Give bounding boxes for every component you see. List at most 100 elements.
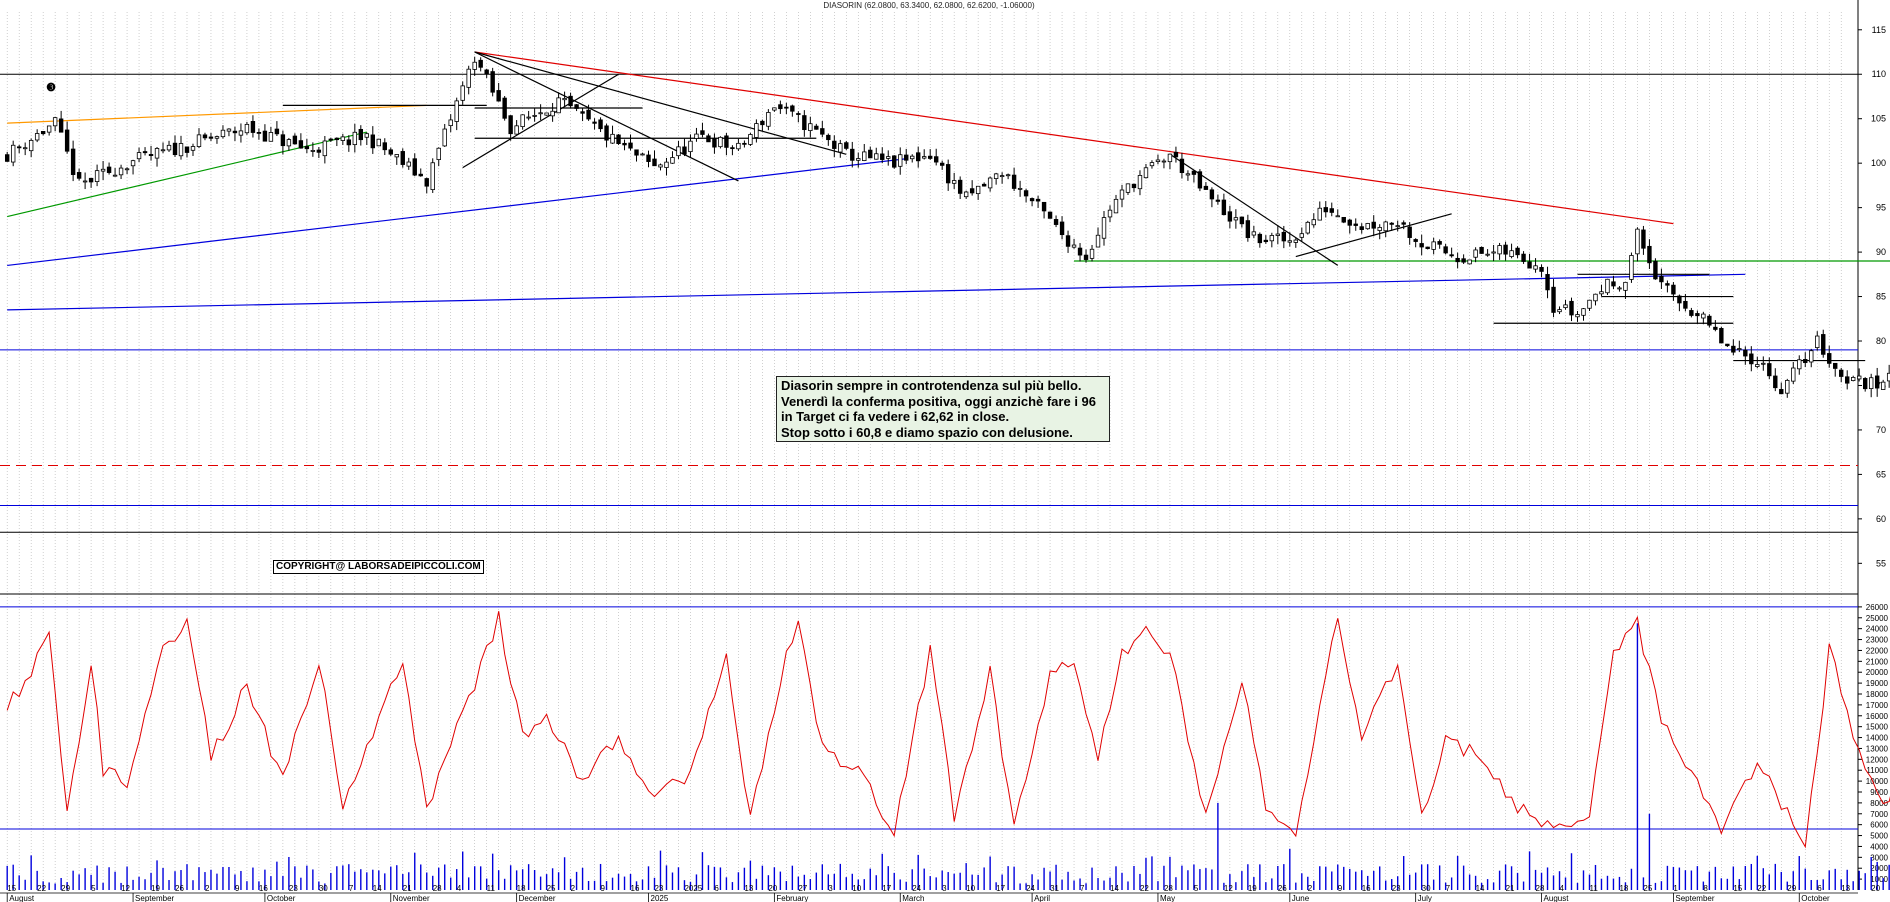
copyright-label: COPYRIGHT@ LABORSADEIPICCOLI.COM bbox=[273, 560, 484, 574]
candle-body bbox=[1305, 221, 1310, 234]
candle bbox=[1227, 205, 1233, 229]
candle bbox=[886, 150, 891, 166]
candle-body bbox=[694, 133, 699, 139]
x-tick-label: 9 bbox=[601, 884, 606, 893]
x-tick-label: 18 bbox=[517, 884, 526, 893]
x-tick-label: 28 bbox=[433, 884, 442, 893]
candle bbox=[1263, 235, 1269, 244]
candle bbox=[796, 111, 801, 123]
candle-body bbox=[1407, 226, 1412, 238]
candle-body bbox=[1671, 284, 1676, 295]
month-label: October bbox=[1801, 894, 1830, 902]
candle-body bbox=[1329, 208, 1334, 213]
candle bbox=[1173, 146, 1179, 163]
candle-body bbox=[772, 107, 777, 111]
x-tick-label: 5 bbox=[1194, 884, 1199, 893]
candle-body bbox=[46, 125, 52, 133]
candle bbox=[1485, 249, 1490, 257]
candle bbox=[778, 100, 783, 114]
annotation-line-1: Diasorin sempre in controtendenza sul pi… bbox=[781, 378, 1082, 393]
candle-body bbox=[82, 180, 88, 183]
x-tick-label: 9 bbox=[1338, 884, 1343, 893]
candle bbox=[436, 147, 441, 167]
candle-body bbox=[52, 117, 58, 127]
candle-body bbox=[760, 120, 765, 126]
candle bbox=[478, 57, 483, 72]
candle-body bbox=[1635, 228, 1640, 255]
candle bbox=[1755, 356, 1760, 369]
candle bbox=[1251, 225, 1257, 239]
x-tick-label: 28 bbox=[1536, 884, 1545, 893]
candle-body bbox=[34, 133, 40, 141]
candle-body bbox=[1107, 209, 1113, 218]
candle bbox=[184, 146, 190, 158]
candle bbox=[124, 167, 130, 175]
candle-body bbox=[838, 143, 843, 153]
candle bbox=[706, 133, 711, 143]
candle bbox=[106, 162, 112, 175]
candle-body bbox=[214, 136, 220, 139]
candle bbox=[646, 150, 651, 168]
candle-body bbox=[922, 156, 927, 159]
candle bbox=[418, 168, 423, 177]
candle-body bbox=[1155, 159, 1161, 162]
candle bbox=[1269, 232, 1275, 248]
candle bbox=[945, 159, 951, 191]
x-tick-label: 4 bbox=[457, 884, 462, 893]
candle bbox=[736, 138, 741, 151]
candle bbox=[1077, 243, 1083, 262]
candle bbox=[1239, 216, 1245, 228]
candle-body bbox=[850, 148, 855, 161]
trendline bbox=[474, 51, 847, 155]
candle-body bbox=[592, 121, 597, 124]
candle-body bbox=[939, 162, 945, 166]
candle-body bbox=[316, 149, 322, 153]
candle-body bbox=[610, 133, 615, 144]
candle bbox=[1617, 286, 1622, 292]
x-tick-label: 15 bbox=[7, 884, 16, 893]
x-tick-label: 19 bbox=[151, 884, 160, 893]
price-tick-label: 85 bbox=[1876, 292, 1886, 302]
candle-body bbox=[628, 142, 633, 149]
candle-body bbox=[304, 146, 310, 150]
candle bbox=[214, 135, 220, 144]
candle bbox=[346, 135, 352, 152]
x-tick-label: 3 bbox=[942, 884, 947, 893]
candle-body bbox=[346, 139, 352, 146]
x-tick-label: 25 bbox=[1643, 884, 1652, 893]
candle-body bbox=[832, 140, 837, 149]
candle-body bbox=[790, 105, 795, 112]
candle-body bbox=[556, 97, 561, 114]
candle-body bbox=[1641, 229, 1646, 249]
x-tick-label: 10 bbox=[852, 884, 861, 893]
candle bbox=[1575, 311, 1580, 322]
candle-body bbox=[466, 68, 471, 88]
candle-body bbox=[1335, 215, 1340, 218]
candle-body bbox=[4, 154, 10, 162]
candle-body bbox=[700, 130, 705, 135]
candle bbox=[1347, 218, 1352, 234]
candle-body bbox=[598, 119, 603, 130]
candle-body bbox=[448, 119, 453, 127]
candle-body bbox=[1521, 253, 1526, 262]
candle-body bbox=[1647, 245, 1652, 264]
x-tick-label: 6 bbox=[1817, 884, 1822, 893]
candle bbox=[1365, 222, 1370, 230]
volume-line bbox=[6, 611, 1890, 849]
candle-body bbox=[640, 153, 645, 156]
annotation-box: Diasorin sempre in controtendenza sul pi… bbox=[776, 376, 1110, 442]
x-tick-label: 10 bbox=[966, 884, 975, 893]
volume-tick-label: 16000 bbox=[1866, 712, 1889, 721]
candles bbox=[4, 56, 1890, 398]
candle bbox=[136, 147, 142, 163]
candle bbox=[370, 126, 375, 154]
candle bbox=[130, 159, 136, 175]
candle-body bbox=[904, 154, 909, 161]
volume-tick-label: 6000 bbox=[1870, 821, 1888, 830]
candle-body bbox=[1203, 185, 1209, 190]
candle-body bbox=[202, 134, 208, 139]
candle-body bbox=[1557, 309, 1562, 313]
candle-body bbox=[1269, 235, 1275, 242]
x-tick-label: 27 bbox=[798, 884, 807, 893]
candle-body bbox=[796, 113, 801, 115]
